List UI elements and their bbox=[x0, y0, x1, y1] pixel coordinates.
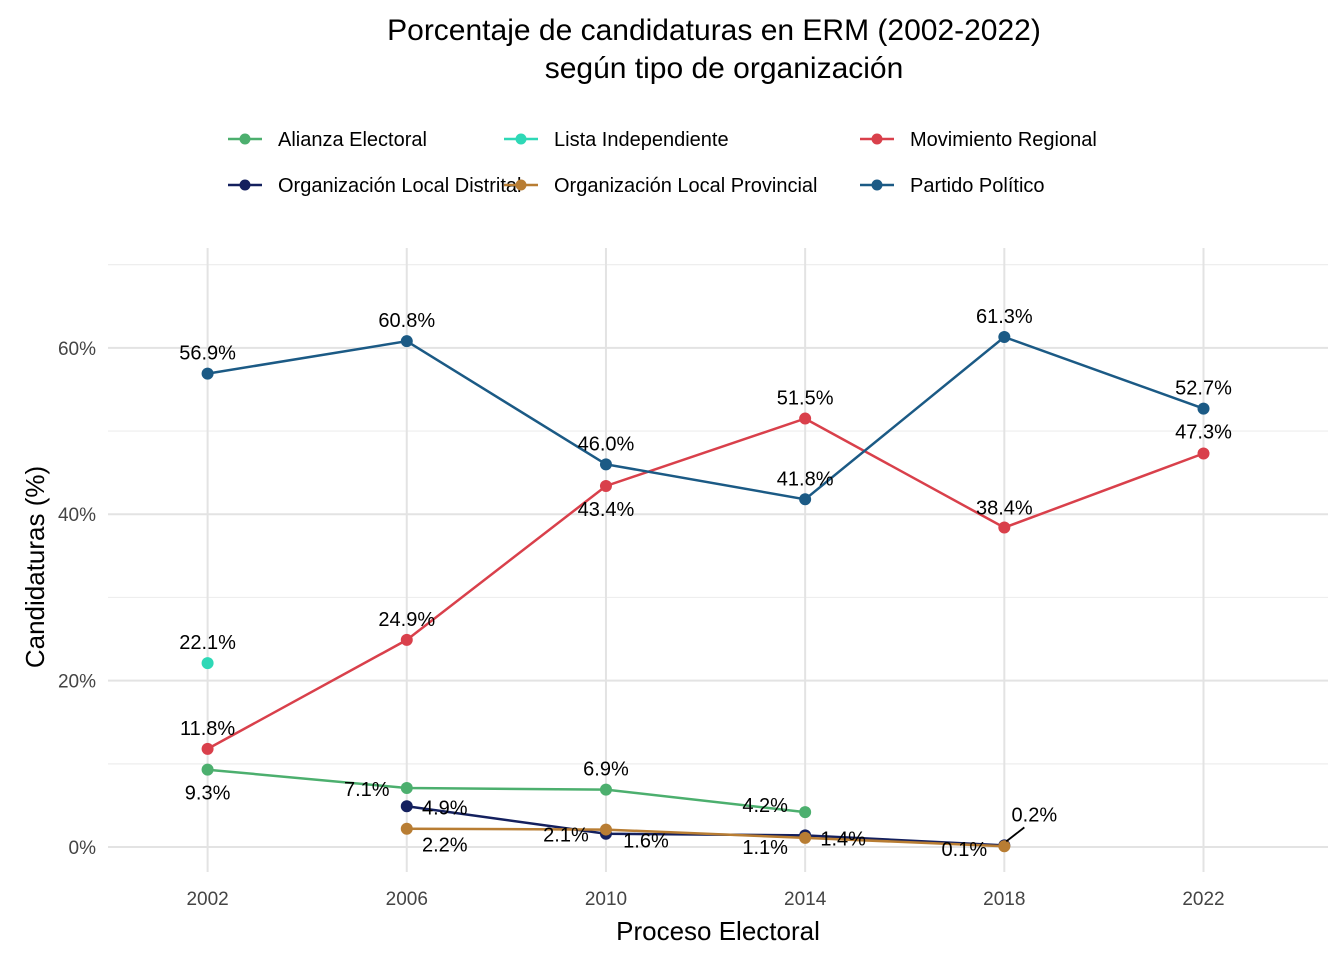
data-label-movimiento-regional-2014: 51.5% bbox=[777, 388, 834, 410]
data-label-partido-pol-tico-2006: 60.8% bbox=[378, 310, 435, 332]
point-lista-independiente-2002 bbox=[201, 657, 214, 670]
legend-label: Lista Independiente bbox=[554, 129, 729, 151]
x-tick-label: 2014 bbox=[784, 889, 827, 910]
legend-item-alianza-electoral: Alianza Electoral bbox=[228, 129, 427, 151]
data-label-organizaci-n-local-provincial-2010: 2.1% bbox=[543, 825, 589, 847]
data-label-movimiento-regional-2002: 11.8% bbox=[180, 718, 235, 740]
data-label-organizaci-n-local-provincial-2006: 2.2% bbox=[422, 835, 468, 857]
point-partido-pol-tico-2006 bbox=[400, 335, 413, 348]
data-label-movimiento-regional-2006: 24.9% bbox=[378, 609, 435, 631]
x-tick-label: 2010 bbox=[585, 889, 627, 910]
x-tick-label: 2018 bbox=[983, 889, 1025, 910]
legend: Alianza Electoral Lista Independiente Movi… bbox=[228, 129, 1097, 197]
chart-subtitle: según tipo de organización bbox=[545, 52, 904, 85]
point-movimiento-regional-2010 bbox=[599, 479, 612, 492]
legend-item-partido-pol-tico: Partido Político bbox=[860, 175, 1045, 197]
y-tick-label: 20% bbox=[58, 672, 96, 693]
data-label-organizaci-n-local-provincial-2014: 1.1% bbox=[742, 837, 788, 859]
data-labels: 9.3% 7.1% 6.9% 4.2% 22.1% 11.8% 24.9% 43.4% 51.5… bbox=[179, 306, 1232, 861]
data-label-partido-pol-tico-2022: 52.7% bbox=[1175, 378, 1232, 400]
point-organizaci-n-local-distrital-2006 bbox=[400, 800, 413, 813]
legend-key-dot bbox=[871, 179, 883, 191]
point-partido-pol-tico-2014 bbox=[799, 493, 812, 506]
point-partido-pol-tico-2002 bbox=[201, 367, 214, 380]
x-axis-title: Proceso Electoral bbox=[616, 916, 820, 946]
y-axis-title: Candidaturas (%) bbox=[20, 466, 50, 668]
data-label-lista-independiente-2002: 22.1% bbox=[179, 632, 236, 654]
data-label-movimiento-regional-2022: 47.3% bbox=[1175, 422, 1232, 444]
data-label-movimiento-regional-2018: 38.4% bbox=[976, 498, 1033, 520]
data-label-alianza-electoral-2006: 7.1% bbox=[344, 779, 390, 801]
data-label-organizaci-n-local-distrital-2010: 1.6% bbox=[623, 831, 669, 853]
point-movimiento-regional-2006 bbox=[400, 633, 413, 646]
point-organizaci-n-local-provincial-2018 bbox=[998, 840, 1011, 853]
point-partido-pol-tico-2010 bbox=[599, 458, 612, 471]
x-axis-ticks: 2002 2006 2010 2014 2018 2022 bbox=[186, 889, 1224, 910]
legend-label: Movimiento Regional bbox=[910, 129, 1097, 151]
data-label-partido-pol-tico-2014: 41.8% bbox=[777, 468, 834, 490]
legend-label: Organización Local Distrital bbox=[278, 175, 521, 197]
point-organizaci-n-local-provincial-2010 bbox=[599, 823, 612, 836]
y-tick-label: 60% bbox=[58, 339, 96, 360]
series-layer bbox=[201, 331, 1210, 853]
x-tick-label: 2002 bbox=[186, 889, 228, 910]
grid bbox=[108, 248, 1328, 872]
point-organizaci-n-local-provincial-2006 bbox=[400, 822, 413, 835]
legend-key-dot bbox=[515, 133, 527, 145]
legend-item-lista-independiente: Lista Independiente bbox=[504, 129, 729, 151]
point-partido-pol-tico-2018 bbox=[998, 331, 1011, 344]
series-line-organizaci-n-local-distrital bbox=[406, 805, 1005, 847]
data-label-organizaci-n-local-distrital-2014: 1.4% bbox=[820, 828, 866, 850]
point-alianza-electoral-2006 bbox=[400, 781, 413, 794]
data-label-alianza-electoral-2014: 4.2% bbox=[742, 795, 788, 817]
legend-key-dot bbox=[239, 133, 251, 145]
data-label-organizaci-n-local-provincial-2018: 0.1% bbox=[942, 839, 988, 861]
legend-key-dot bbox=[239, 179, 251, 191]
point-alianza-electoral-2014 bbox=[799, 806, 812, 819]
legend-item-organizaci-n-local-provincial: Organización Local Provincial bbox=[504, 175, 817, 197]
series-line-alianza-electoral bbox=[207, 768, 806, 814]
y-axis-ticks: 0% 20% 40% 60% bbox=[58, 339, 96, 859]
chart-title: Porcentaje de candidaturas en ERM (2002-… bbox=[387, 14, 1041, 47]
data-label-partido-pol-tico-2018: 61.3% bbox=[976, 306, 1033, 328]
x-tick-label: 2006 bbox=[386, 889, 428, 910]
point-alianza-electoral-2010 bbox=[599, 783, 612, 796]
series-line-partido-pol-tico bbox=[207, 335, 1204, 501]
point-movimiento-regional-2014 bbox=[799, 412, 812, 425]
y-tick-label: 0% bbox=[69, 838, 97, 859]
data-label-partido-pol-tico-2010: 46.0% bbox=[578, 433, 635, 455]
data-label-organizaci-n-local-distrital-2018: 0.2% bbox=[1012, 804, 1058, 826]
legend-label: Alianza Electoral bbox=[278, 129, 427, 151]
label-leader-line bbox=[1005, 826, 1025, 843]
point-partido-pol-tico-2022 bbox=[1197, 402, 1210, 415]
legend-item-movimiento-regional: Movimiento Regional bbox=[860, 129, 1097, 151]
data-label-alianza-electoral-2002: 9.3% bbox=[185, 783, 231, 805]
legend-item-organizaci-n-local-distrital: Organización Local Distrital bbox=[228, 175, 521, 197]
legend-label: Organización Local Provincial bbox=[554, 175, 817, 197]
y-tick-label: 40% bbox=[58, 505, 96, 526]
point-movimiento-regional-2018 bbox=[998, 521, 1011, 534]
point-alianza-electoral-2002 bbox=[201, 763, 214, 776]
point-movimiento-regional-2002 bbox=[201, 742, 214, 755]
data-label-movimiento-regional-2010: 43.4% bbox=[578, 499, 635, 521]
data-label-organizaci-n-local-distrital-2006: 4.9% bbox=[422, 797, 468, 819]
series-line-organizaci-n-local-provincial bbox=[406, 827, 1005, 848]
legend-key-dot bbox=[515, 179, 527, 191]
legend-key-dot bbox=[871, 133, 883, 145]
x-tick-label: 2022 bbox=[1182, 889, 1224, 910]
data-label-alianza-electoral-2010: 6.9% bbox=[583, 759, 629, 781]
point-organizaci-n-local-provincial-2014 bbox=[799, 831, 812, 844]
data-label-partido-pol-tico-2002: 56.9% bbox=[179, 343, 236, 365]
legend-label: Partido Político bbox=[910, 175, 1045, 197]
series-line-movimiento-regional bbox=[206, 417, 1204, 750]
point-movimiento-regional-2022 bbox=[1197, 447, 1210, 460]
